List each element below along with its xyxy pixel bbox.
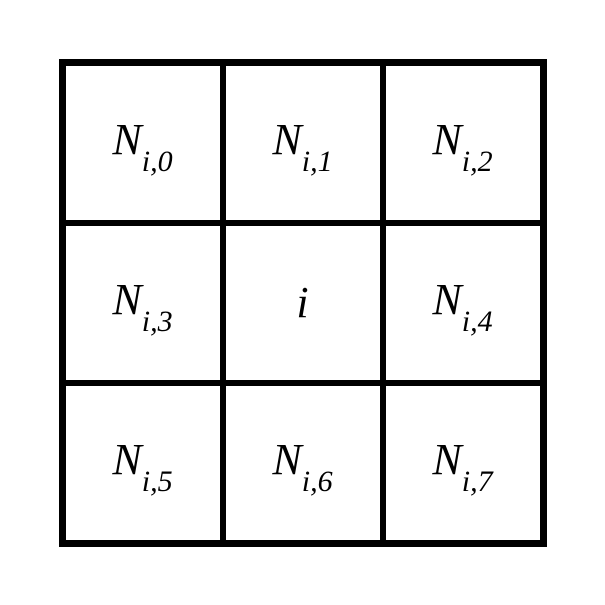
cell-1-2: Ni,4: [383, 223, 543, 383]
cell-sub: i,4: [462, 305, 493, 338]
cell-2-0: Ni,5: [63, 383, 223, 543]
cell-label-2-1: Ni,6: [272, 434, 332, 492]
cell-base: N: [272, 115, 301, 164]
cell-0-0: Ni,0: [63, 63, 223, 223]
cell-2-1: Ni,6: [223, 383, 383, 543]
cell-1-0: Ni,3: [63, 223, 223, 383]
cell-label-0-0: Ni,0: [112, 114, 172, 172]
cell-base: N: [432, 115, 461, 164]
cell-0-2: Ni,2: [383, 63, 543, 223]
cell-0-1: Ni,1: [223, 63, 383, 223]
cell-1-1: i: [223, 223, 383, 383]
cell-label-1-1: i: [296, 277, 308, 328]
cell-label-1-0: Ni,3: [112, 274, 172, 332]
cell-base: N: [112, 275, 141, 324]
cell-label-0-1: Ni,1: [272, 114, 332, 172]
cell-label-2-0: Ni,5: [112, 434, 172, 492]
cell-2-2: Ni,7: [383, 383, 543, 543]
cell-base: N: [112, 115, 141, 164]
cell-label-2-2: Ni,7: [432, 434, 492, 492]
cell-base: i: [296, 278, 308, 327]
cell-sub: i,5: [142, 465, 173, 498]
neighbor-grid: Ni,0 Ni,1 Ni,2 Ni,3 i Ni,4 Ni,5 Ni,6: [59, 59, 547, 547]
cell-sub: i,3: [142, 305, 173, 338]
cell-sub: i,7: [462, 465, 493, 498]
cell-base: N: [112, 435, 141, 484]
cell-base: N: [272, 435, 301, 484]
cell-base: N: [432, 275, 461, 324]
cell-sub: i,1: [302, 145, 333, 178]
cell-sub: i,2: [462, 145, 493, 178]
cell-sub: i,0: [142, 145, 173, 178]
cell-label-1-2: Ni,4: [432, 274, 492, 332]
cell-sub: i,6: [302, 465, 333, 498]
cell-base: N: [432, 435, 461, 484]
cell-label-0-2: Ni,2: [432, 114, 492, 172]
